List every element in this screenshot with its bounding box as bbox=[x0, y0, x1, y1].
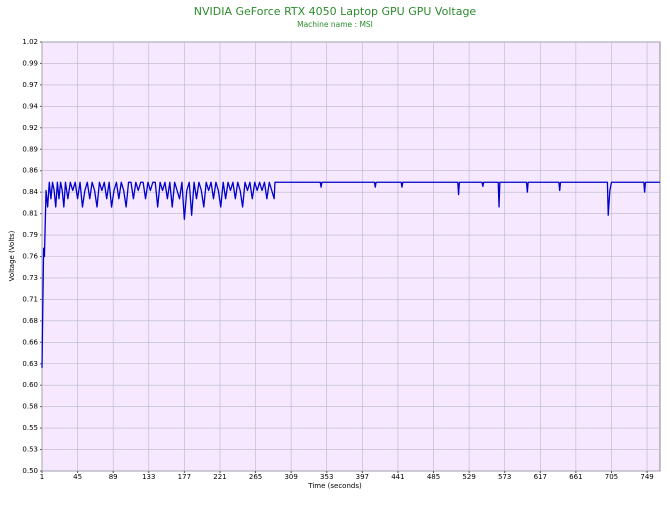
y-tick-label: 0.71 bbox=[22, 295, 38, 303]
x-tick-label: 705 bbox=[605, 473, 618, 481]
y-tick-label: 0.63 bbox=[22, 360, 38, 368]
x-tick-label: 309 bbox=[284, 473, 297, 481]
y-tick-label: 0.60 bbox=[22, 381, 38, 389]
x-tick-label: 749 bbox=[640, 473, 653, 481]
y-tick-label: 0.97 bbox=[22, 81, 38, 89]
y-tick-label: 1.02 bbox=[22, 38, 38, 46]
y-tick-label: 0.92 bbox=[22, 124, 38, 132]
y-tick-label: 0.58 bbox=[22, 403, 38, 411]
y-tick-label: 0.53 bbox=[22, 446, 38, 454]
y-tick-label: 0.55 bbox=[22, 424, 38, 432]
x-tick-label: 529 bbox=[462, 473, 475, 481]
y-tick-label: 0.76 bbox=[22, 253, 38, 261]
chart-subtitle: Machine name : MSI bbox=[297, 20, 373, 29]
x-tick-label: 177 bbox=[178, 473, 191, 481]
y-tick-label: 0.79 bbox=[22, 231, 38, 239]
x-tick-label: 353 bbox=[320, 473, 333, 481]
y-tick-label: 0.81 bbox=[22, 210, 38, 218]
y-tick-label: 0.73 bbox=[22, 274, 38, 282]
y-tick-label: 0.99 bbox=[22, 59, 38, 67]
x-tick-label: 397 bbox=[356, 473, 369, 481]
y-tick-label: 0.94 bbox=[22, 102, 38, 110]
y-tick-label: 0.89 bbox=[22, 145, 38, 153]
x-tick-label: 265 bbox=[249, 473, 262, 481]
x-axis-label: Time (seconds) bbox=[307, 482, 362, 490]
y-tick-label: 0.50 bbox=[22, 467, 38, 475]
x-tick-label: 133 bbox=[142, 473, 155, 481]
x-tick-label: 221 bbox=[213, 473, 226, 481]
y-axis-label: Voltage (Volts) bbox=[8, 230, 16, 281]
x-tick-label: 89 bbox=[109, 473, 118, 481]
chart-title: NVIDIA GeForce RTX 4050 Laptop GPU GPU V… bbox=[194, 5, 477, 18]
x-tick-label: 441 bbox=[391, 473, 404, 481]
x-tick-label: 1 bbox=[40, 473, 44, 481]
y-tick-label: 0.66 bbox=[22, 338, 38, 346]
data-line bbox=[41, 181, 660, 368]
x-tick-label: 573 bbox=[498, 473, 511, 481]
x-tick-label: 485 bbox=[427, 473, 440, 481]
y-tick-label: 0.86 bbox=[22, 167, 38, 175]
y-tick-label: 0.68 bbox=[22, 317, 38, 325]
x-tick-label: 45 bbox=[73, 473, 82, 481]
x-tick-label: 661 bbox=[569, 473, 582, 481]
x-tick-label: 617 bbox=[534, 473, 547, 481]
y-tick-label: 0.84 bbox=[22, 188, 38, 196]
